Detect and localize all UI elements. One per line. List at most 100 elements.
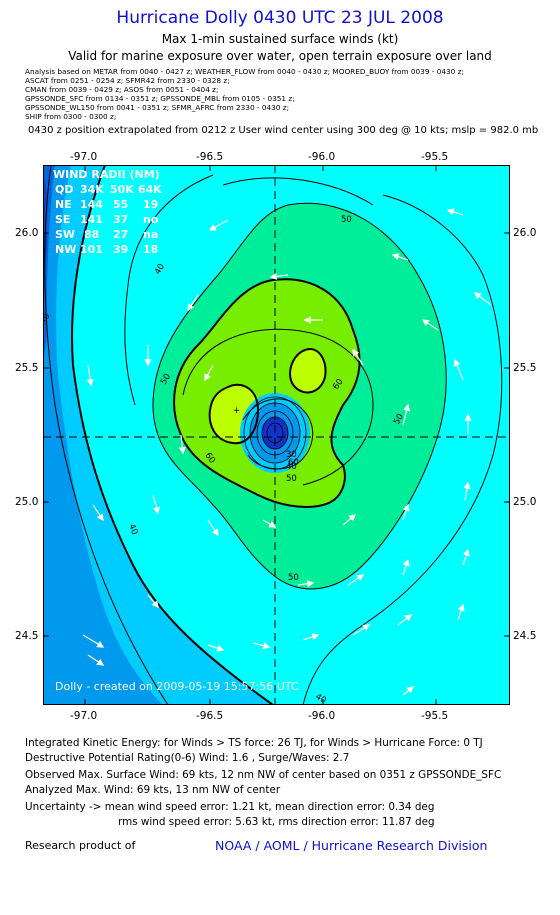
contour-line-30 (44, 165, 169, 705)
creation-watermark: Dolly - created on 2009-05-19 15:57:56 U… (55, 680, 299, 693)
wind-radii-nw-64k: 18 (143, 243, 158, 256)
map-title: Hurricane Dolly 0430 UTC 23 JUL 2008 (116, 8, 444, 28)
wind-arrow (92, 504, 104, 522)
uncertainty-line-2: rms wind speed error: 5.63 kt, rms direc… (118, 816, 435, 828)
contour-line-northeast (302, 194, 503, 705)
lat-tick-left-24-5: 24.5 (15, 630, 39, 642)
wind-arrow (402, 558, 410, 576)
lon-tick-top-95-5: -95.5 (421, 151, 449, 163)
wind-arrow (208, 219, 229, 231)
band-30-40 (43, 165, 273, 705)
position-note: 0430 z position extrapolated from 0212 z… (28, 125, 539, 136)
wind-radii-sw-50k: 27 (113, 228, 128, 241)
wind-arrow (462, 548, 470, 566)
wind-arrow (446, 208, 464, 216)
uncertainty-line-1: Uncertainty -> mean wind speed error: 1.… (25, 801, 435, 813)
wind-arrow (252, 642, 271, 650)
wind-arrow (297, 580, 315, 588)
lon-tick-bottom-96-5: -96.5 (196, 710, 224, 722)
wind-map: + 30 40 40 40 50 50 50 50 50 60 60 60 30… (43, 165, 510, 705)
lat-tick-left-25-0: 25.0 (15, 496, 39, 508)
source-line-2: ASCAT from 0251 - 0254 z; SFMR42 from 23… (25, 76, 230, 85)
contour-label-50-c: 50 (392, 412, 406, 426)
wind-radii-nw-34k: 101 (80, 243, 103, 256)
valid-exposure-note: Valid for marine exposure over water, op… (68, 49, 492, 63)
wind-radii-nw-quadrant: NW (55, 243, 76, 256)
wind-arrow (152, 494, 160, 515)
source-line-6: SHIP from 0300 - 0300 z; (25, 112, 117, 121)
lat-tick-right-25-5: 25.5 (513, 362, 537, 374)
wind-radii-ne-64k: 19 (143, 198, 158, 211)
lat-tick-left-25-5: 25.5 (15, 362, 39, 374)
lon-tick-top-96-0: -96.0 (308, 151, 336, 163)
contour-line-50 (173, 278, 361, 508)
observed-max-wind-line: Observed Max. Surface Wind: 69 kts, 12 n… (25, 769, 502, 781)
lon-tick-top-97-0: -97.0 (70, 151, 98, 163)
axis-ticks (43, 165, 510, 705)
band-20-30 (43, 165, 163, 705)
wind-arrow (453, 358, 464, 381)
wind-radii-header-50k: 50K (110, 183, 134, 196)
wind-radii-se-34k: 141 (80, 213, 103, 226)
destructive-potential-line: Destructive Potential Rating(0-6) Wind: … (25, 752, 350, 764)
lat-tick-left-26-0: 26.0 (15, 227, 39, 239)
map-frame (43, 165, 510, 705)
wind-arrow (352, 348, 364, 366)
wind-arrow (347, 574, 365, 586)
wind-arrow (207, 644, 225, 652)
contour-line-60-north (289, 348, 327, 394)
research-label: Research product of (25, 839, 136, 852)
max-wind-plus: + (233, 406, 240, 416)
wind-arrow (147, 594, 159, 609)
contour-label-30-inner: 30 (286, 450, 297, 460)
wind-arrow (463, 481, 471, 501)
wind-radii-sw-64k: na (143, 228, 158, 241)
wind-radii-sw-34k: 88 (84, 228, 99, 241)
wind-radii-ne-quadrant: NE (55, 198, 72, 211)
contour-label-40-a: 40 (153, 262, 167, 276)
wind-arrow (457, 603, 465, 621)
wind-arrow (187, 294, 199, 312)
lat-tick-right-24-5: 24.5 (513, 630, 537, 642)
contour-label-40-inner: 40 (286, 462, 297, 472)
wind-arrow (421, 319, 439, 331)
contour-line-southwest (124, 174, 214, 406)
wind-radii-header-34k: 34K (80, 183, 104, 196)
wind-arrow (352, 624, 371, 636)
wind-radii-se-64k: no (143, 213, 159, 226)
contour-label-50-a: 50 (341, 215, 352, 225)
wind-radii-table: WIND RADII (NM) QD 34K 50K 64K NE 144 55… (53, 168, 162, 256)
wind-radii-ne-50k: 55 (113, 198, 128, 211)
contour-line-40-inner (152, 202, 447, 590)
lon-tick-bottom-96-0: -96.0 (308, 710, 336, 722)
source-line-1: Analysis based on METAR from 0040 - 0427… (25, 67, 464, 76)
research-org-link[interactable]: NOAA / AOML / Hurricane Research Divisio… (215, 838, 488, 853)
contour-label-50-e: 50 (286, 474, 297, 484)
map-subtitle: Max 1-min sustained surface winds (kt) (161, 32, 399, 46)
wind-radii-header-64k: 64K (138, 183, 162, 196)
band-50-60 (174, 279, 360, 507)
contour-label-30: 30 (43, 312, 53, 326)
wind-arrow (87, 654, 105, 666)
wind-arrows (82, 208, 492, 696)
wind-radii-title: WIND RADII (NM) (53, 168, 160, 181)
contour-label-50-b: 50 (159, 372, 173, 386)
wind-arrow (402, 686, 415, 696)
contour-line-upper (222, 177, 374, 206)
wind-arrow (262, 519, 277, 528)
analyzed-max-wind-line: Analyzed Max. Wind: 69 kts, 13 nm NW of … (25, 784, 281, 796)
contour-label-50-d: 50 (288, 573, 299, 583)
wind-radii-se-quadrant: SE (55, 213, 70, 226)
lat-tick-right-26-0: 26.0 (513, 227, 537, 239)
source-line-4: GPSSONDE_SFC from 0134 - 0351 z; GPSSOND… (25, 94, 295, 103)
contour-line-ring (182, 328, 374, 486)
lon-tick-bottom-97-0: -97.0 (70, 710, 98, 722)
wind-arrow (82, 634, 105, 648)
wind-arrow (204, 364, 214, 382)
contour-label-60-c: 60 (288, 458, 299, 468)
wind-arrow (402, 403, 411, 426)
source-line-3: CMAN from 0039 - 0429 z; ASOS from 0051 … (25, 85, 219, 94)
wind-arrow (391, 253, 409, 261)
contour-label-40-b: 40 (126, 523, 139, 537)
lat-tick-right-25-0: 25.0 (513, 496, 537, 508)
